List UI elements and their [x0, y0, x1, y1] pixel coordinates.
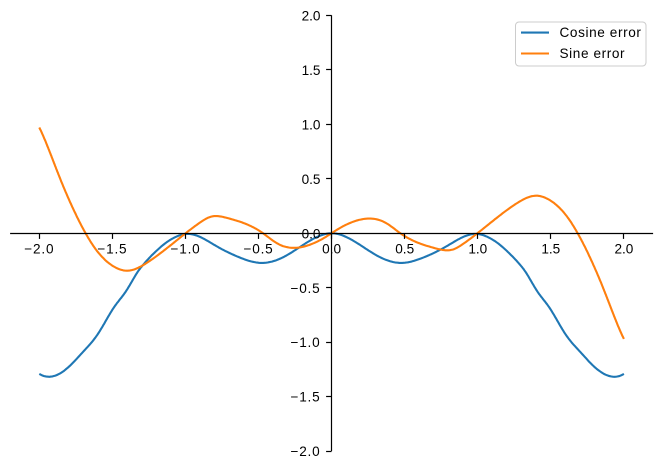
- svg-text:−2.0: −2.0: [290, 444, 320, 459]
- svg-text:1.0: 1.0: [302, 117, 321, 132]
- svg-text:Cosine error: Cosine error: [560, 25, 642, 40]
- svg-text:−0.5: −0.5: [243, 242, 273, 257]
- svg-text:Sine error: Sine error: [560, 46, 626, 61]
- svg-text:1.5: 1.5: [302, 63, 321, 78]
- svg-text:1.0: 1.0: [468, 242, 487, 257]
- svg-text:−1.0: −1.0: [290, 335, 320, 350]
- svg-text:0.5: 0.5: [302, 172, 321, 187]
- svg-text:2.0: 2.0: [614, 242, 633, 257]
- svg-text:0.5: 0.5: [395, 242, 414, 257]
- svg-text:2.0: 2.0: [302, 8, 321, 23]
- svg-text:−1.5: −1.5: [97, 242, 127, 257]
- svg-text:1.5: 1.5: [541, 242, 560, 257]
- svg-text:0.0: 0.0: [302, 226, 321, 241]
- svg-text:−1.0: −1.0: [170, 242, 200, 257]
- svg-text:−0.5: −0.5: [290, 281, 320, 296]
- svg-text:−2.0: −2.0: [24, 242, 54, 257]
- svg-text:0.0: 0.0: [322, 242, 341, 257]
- svg-text:−1.5: −1.5: [290, 390, 320, 405]
